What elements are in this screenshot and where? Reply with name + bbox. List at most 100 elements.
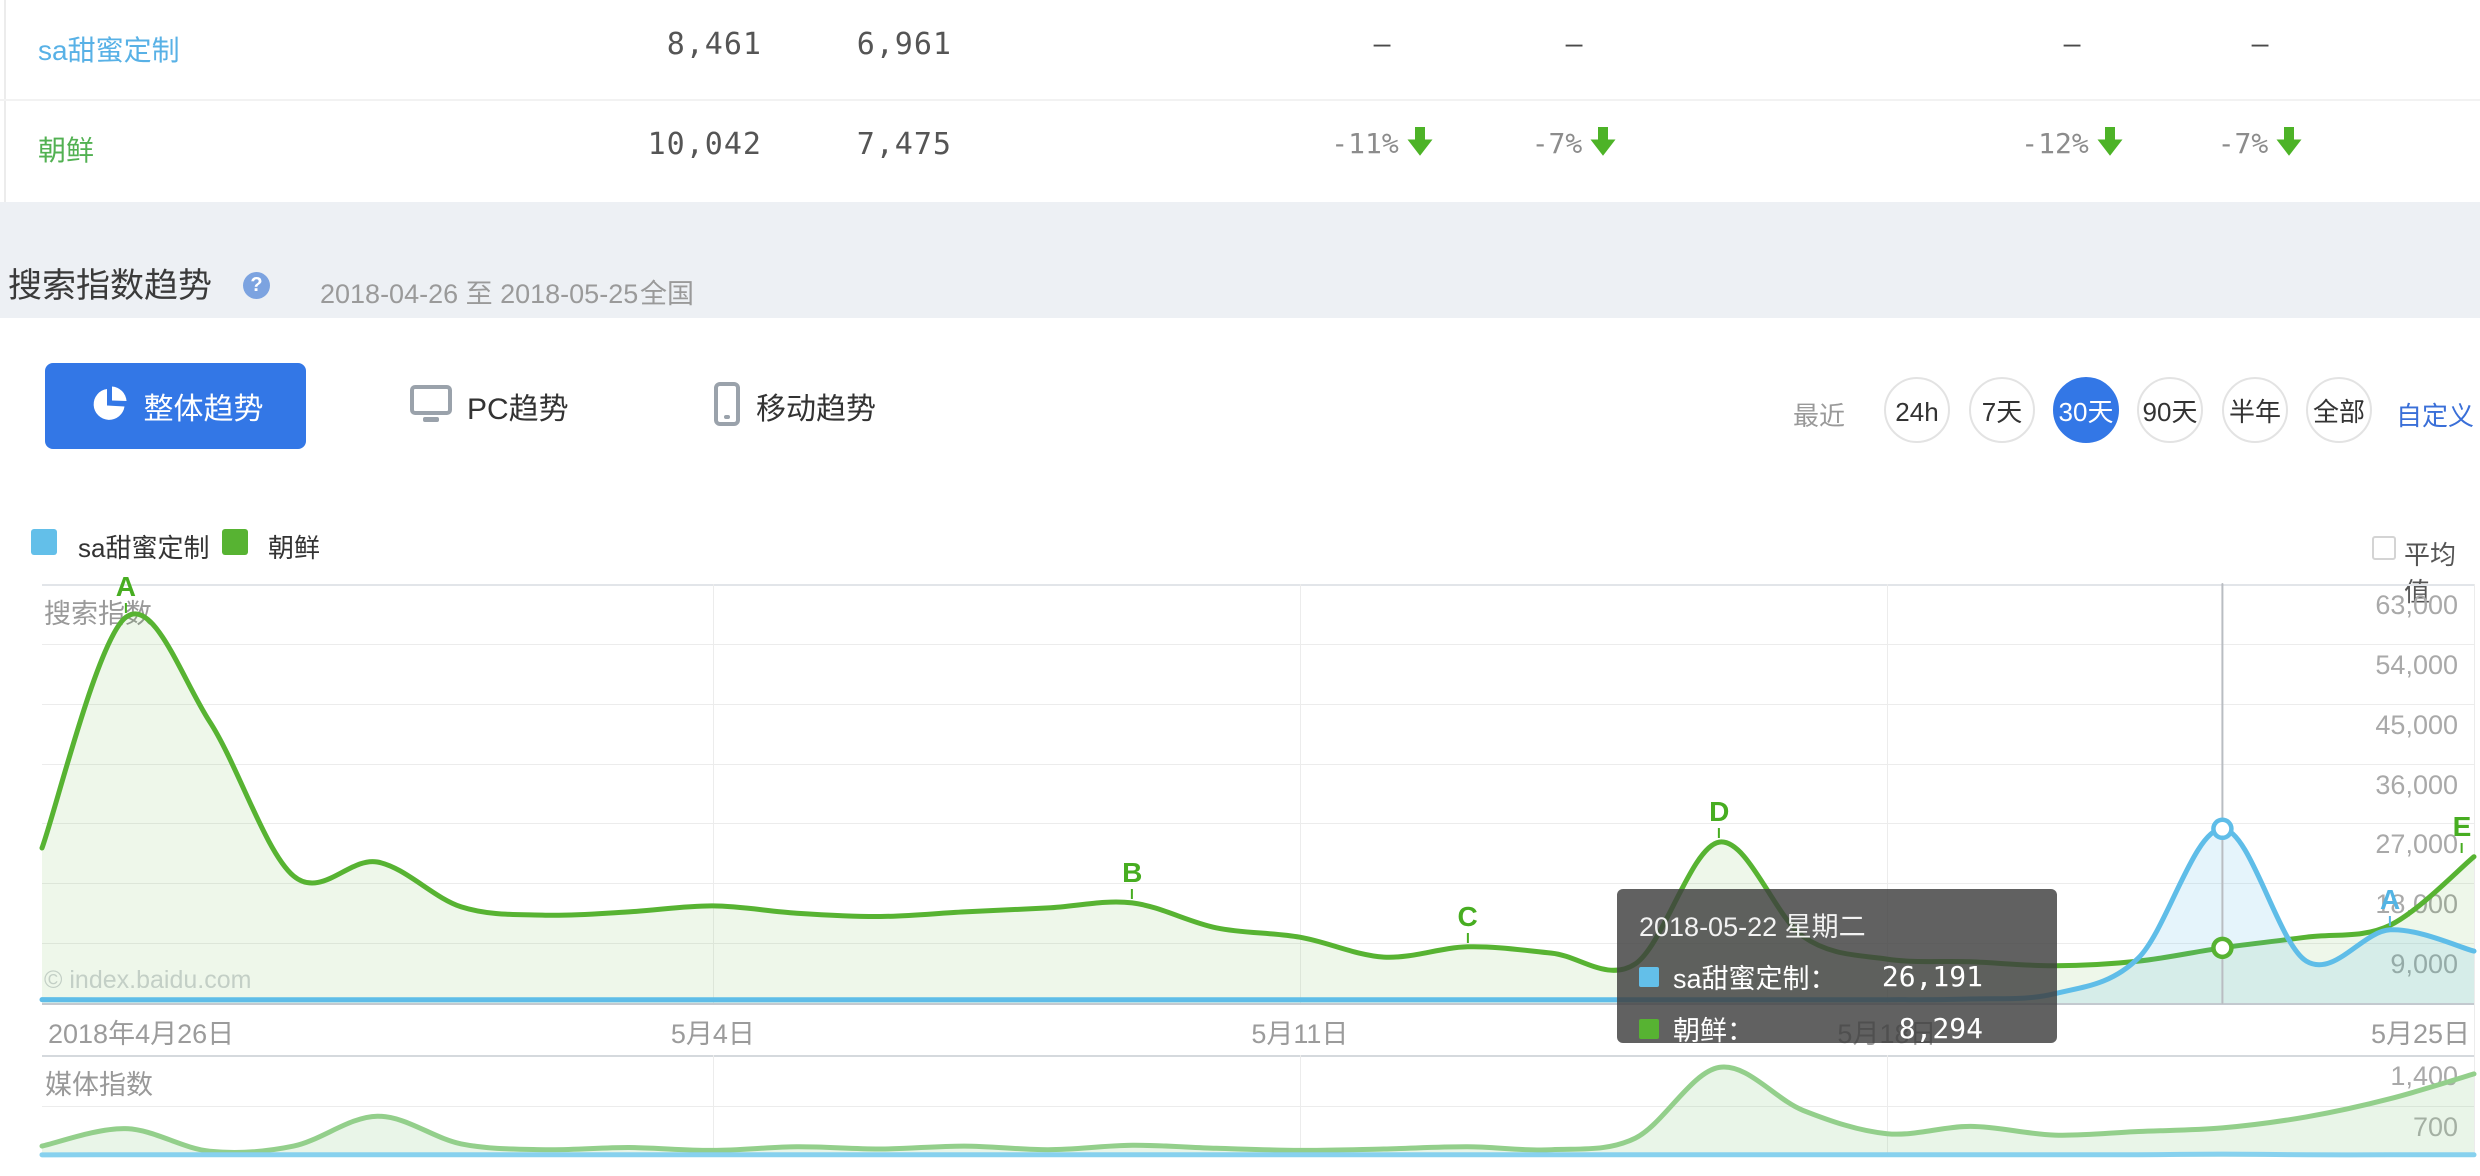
keyword-link[interactable]: 朝鲜 — [38, 135, 95, 166]
gridline — [2474, 584, 2475, 1157]
time-option-全部[interactable]: 全部 — [2306, 377, 2372, 443]
legend-label[interactable]: sa甜蜜定制 — [78, 533, 210, 563]
y-axis-tick: 45,000 — [2375, 709, 2458, 740]
date-range-text: 2018-04-26 至 2018-05-25 — [320, 279, 639, 309]
time-option-半年[interactable]: 半年 — [2222, 377, 2288, 443]
gridline — [42, 643, 2474, 645]
tooltip-value: 26,191 — [1881, 960, 1983, 993]
y-axis-tick: 54,000 — [2375, 649, 2458, 680]
y-axis-tick: 700 — [2298, 1112, 2458, 1143]
overall-avg-value: 8,461 — [666, 27, 762, 62]
time-option-90天[interactable]: 90天 — [2137, 377, 2203, 443]
tooltip-row: sa甜蜜定制： 26,191 — [1639, 957, 2035, 996]
section-title: 搜索指数趋势 — [8, 267, 212, 305]
x-axis-tick: 5月25日 — [2370, 1019, 2470, 1049]
x-axis-tick: 5月11日 — [1251, 1019, 1349, 1049]
trend-plot[interactable] — [0, 560, 2480, 1176]
change-percent: -11% — [1272, 127, 1492, 160]
series-fill-朝鲜 — [42, 1067, 2474, 1157]
hover-marker — [2211, 817, 2234, 841]
gridline — [42, 584, 2474, 586]
legend-swatch[interactable] — [222, 529, 248, 555]
gridline — [1299, 584, 1301, 1003]
series-line-朝鲜 — [39, 1064, 2477, 1155]
change-percent: -7% — [2150, 127, 2370, 160]
gridline — [42, 943, 2474, 945]
average-checkbox[interactable] — [2372, 536, 2396, 560]
y-axis-tick: 9,000 — [2298, 949, 2458, 980]
help-icon[interactable]: ? — [243, 272, 270, 299]
overall-avg-value: 10,042 — [647, 127, 762, 162]
legend-swatch[interactable] — [31, 529, 57, 555]
time-option-7天[interactable]: 7天 — [1969, 377, 2035, 443]
gridline — [1886, 1055, 1888, 1157]
y-axis-tick: 36,000 — [2375, 769, 2458, 800]
change-percent: -7% — [1464, 127, 1684, 160]
keyword-link[interactable]: sa甜蜜定制 — [38, 35, 180, 66]
watermark: © index.baidu.com — [44, 966, 251, 995]
table-row: 朝鲜 10,042 7,475 -11% -7% -12% -7% — [0, 100, 2480, 200]
average-checkbox-label: 平均值 — [2404, 540, 2457, 607]
change-percent: -12% — [1962, 127, 2182, 160]
time-option-24h[interactable]: 24h — [1884, 377, 1950, 443]
hover-marker — [2211, 936, 2234, 960]
tooltip-label: 朝鲜： — [1673, 1016, 1754, 1046]
y-axis-tick: 1,400 — [2390, 1061, 2458, 1091]
tab-label: 移动趋势 — [756, 393, 876, 426]
tooltip-row: 朝鲜： 8,294 — [1639, 1009, 2035, 1048]
custom-range-button[interactable]: 自定义 — [2396, 401, 2475, 431]
time-range-prefix: 最近 — [1793, 401, 1846, 431]
gridline — [42, 1003, 2474, 1005]
tooltip-value: 8,294 — [1898, 1012, 1983, 1045]
mobile-icon — [712, 381, 742, 431]
gridline — [42, 823, 2474, 825]
y-axis-tick: 63,000 — [2375, 590, 2458, 620]
mobile-avg-value: 7,475 — [856, 127, 952, 162]
x-axis-tick: 5月4日 — [670, 1019, 755, 1049]
peak-label: A — [115, 571, 136, 603]
gridline — [42, 763, 2474, 765]
gridline — [42, 1106, 2474, 1107]
tooltip-swatch — [1639, 966, 1659, 987]
tab-label: PC趋势 — [467, 393, 569, 426]
trend-chart-card: 整体趋势 PC趋势 移动趋势 最近 24h 7天 30天 90天 半年 全部 自定义 — [0, 318, 2480, 1176]
pie-chart-icon — [88, 383, 130, 430]
gridline — [1299, 1055, 1301, 1157]
peak-label: B — [1122, 856, 1143, 888]
gridline — [42, 883, 2474, 885]
y-axis-tick: 27,000 — [2375, 829, 2458, 860]
legend-label[interactable]: 朝鲜 — [268, 533, 321, 563]
desktop-icon — [409, 383, 453, 430]
series-line-sa甜蜜定制 — [39, 826, 2477, 1003]
x-axis-tick: 2018年4月26日 — [48, 1019, 235, 1049]
series-fill-朝鲜 — [42, 613, 2474, 1003]
tooltip-label: sa甜蜜定制： — [1673, 964, 1837, 994]
change-dash: – — [1373, 27, 1391, 60]
peak-label: C — [1457, 900, 1478, 932]
chart-tooltip: 2018-05-22 星期二 sa甜蜜定制： 26,191 朝鲜： 8,294 — [1617, 889, 2057, 1046]
time-option-30天[interactable]: 30天 — [2053, 377, 2119, 443]
series-line-sa甜蜜定制 — [39, 1151, 2477, 1158]
y-axis-tick: 18,000 — [2375, 889, 2458, 920]
gridline — [712, 584, 714, 1003]
section-header-band — [0, 202, 2480, 318]
change-dash: – — [1565, 27, 1583, 60]
tooltip-date: 2018-05-22 星期二 — [1639, 912, 1866, 942]
tab-label: 整体趋势 — [143, 393, 264, 426]
gridline — [42, 703, 2474, 705]
gridline — [42, 1055, 2474, 1057]
tab-overall-trend[interactable]: 整体趋势 — [45, 363, 306, 449]
region-text: 全国 — [640, 279, 694, 309]
keyword-stats-table: sa甜蜜定制 8,461 6,961 – – – – 朝鲜 10,042 7,475 … — [0, 0, 2480, 202]
tab-pc-trend[interactable]: PC趋势 — [409, 363, 569, 449]
gridline — [712, 1055, 714, 1157]
table-row: sa甜蜜定制 8,461 6,961 – – – – — [0, 0, 2480, 100]
change-dash: – — [2251, 27, 2269, 60]
tab-mobile-trend[interactable]: 移动趋势 — [712, 363, 876, 449]
mobile-avg-value: 6,961 — [856, 27, 952, 62]
peak-label: A — [2380, 883, 2401, 915]
gridline — [1886, 584, 1888, 1003]
tooltip-swatch — [1639, 1018, 1659, 1039]
row-divider — [0, 99, 2480, 101]
